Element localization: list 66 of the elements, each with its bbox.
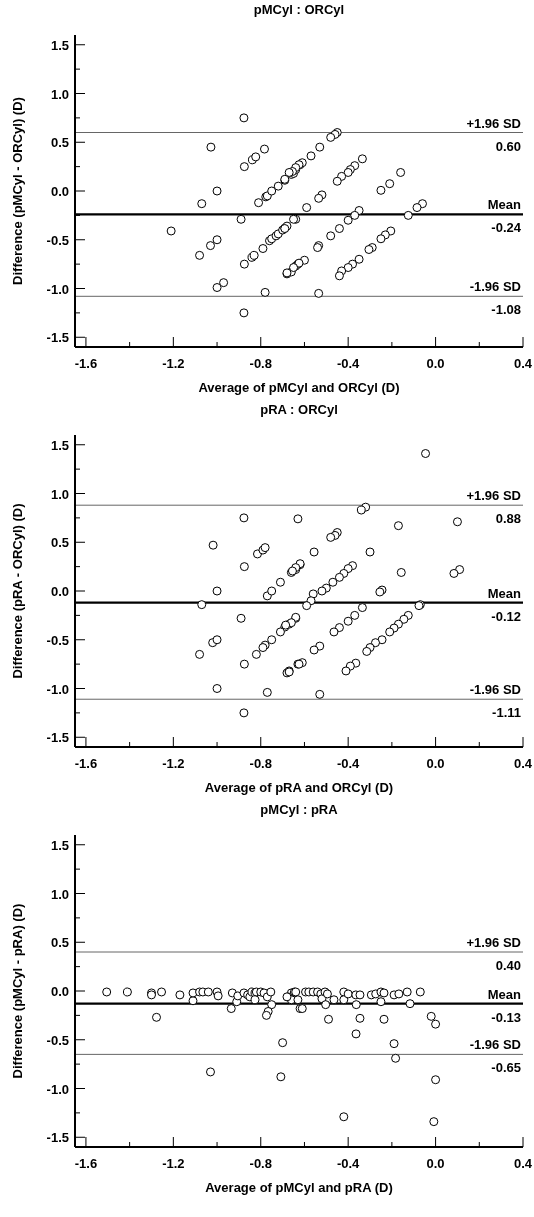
ref-line-label: Mean (487, 986, 522, 1002)
annotation: -0.65 (491, 1060, 521, 1076)
x-tick-label: -1.6 (74, 356, 98, 371)
annotation: 0.60 (495, 138, 521, 154)
annotation: -1.11 (492, 705, 521, 721)
x-tick-label: 0.4 (513, 1156, 533, 1171)
x-axis-title: Average of pMCyl and ORCyl (D) (198, 380, 400, 395)
ref-line-label: +1.96 SD (466, 935, 521, 950)
y-tick-label: -1.0 (46, 281, 69, 297)
y-tick-label: 0.0 (50, 584, 69, 599)
y-tick-label: -1.5 (46, 730, 69, 746)
y-tick-label: -0.5 (46, 632, 69, 648)
y-tick-label: 0.5 (50, 535, 69, 551)
ref-line-label: -1.96 SD (469, 682, 521, 698)
y-tick-label: 0.0 (50, 984, 69, 999)
x-tick-label: -0.8 (249, 1156, 272, 1171)
x-tick-label: 0.4 (513, 356, 533, 371)
y-tick-label: 1.5 (50, 37, 69, 53)
x-tick-label: 0.4 (513, 756, 533, 771)
y-axis-title: Difference (pRA - ORCyl) (D) (10, 503, 25, 679)
ref-line-label: Mean (487, 197, 522, 213)
x-tick-label: -1.2 (162, 356, 185, 371)
ref-line-label: -1.96 SD (469, 1037, 521, 1053)
y-tick-label: -0.5 (46, 232, 69, 248)
x-tick-label: 0.0 (426, 356, 445, 371)
y-tick-label: 0.0 (50, 184, 69, 199)
x-tick-label: -0.8 (249, 356, 272, 371)
annotation: 0.40 (495, 958, 521, 973)
y-axis-title: Difference (pMCyl - pRA) (D) (10, 903, 25, 1079)
y-tick-label: -1.5 (46, 1130, 69, 1146)
x-tick-label: -1.6 (74, 1156, 98, 1171)
y-tick-label: 0.5 (50, 935, 69, 951)
y-tick-label: 1.0 (50, 86, 69, 102)
y-tick-label: 1.5 (50, 837, 69, 853)
chart-title: pMCyl : pRA (260, 802, 339, 817)
x-axis-title: Average of pRA and ORCyl (D) (204, 780, 394, 795)
annotation: -0.13 (491, 1009, 521, 1025)
ref-line-label: +1.96 SD (466, 115, 521, 131)
chart-title: pMCyl : ORCyl (253, 2, 345, 17)
x-axis-title: Average of pMCyl and pRA (D) (205, 1180, 393, 1195)
ref-line-label: Mean (487, 585, 522, 601)
annotation: -0.12 (491, 608, 521, 624)
y-axis-title: Difference (pMCyl - ORCyl) (D) (10, 97, 25, 285)
y-tick-label: 1.0 (50, 486, 69, 502)
annotation: 0.88 (495, 511, 521, 527)
annotation: -1.08 (491, 302, 521, 318)
x-tick-label: -0.4 (336, 356, 361, 371)
annotation: -0.24 (491, 220, 522, 236)
chart-title: pRA : ORCyl (260, 402, 338, 417)
x-tick-label: -1.6 (74, 756, 98, 771)
y-tick-label: -1.5 (46, 330, 69, 346)
x-tick-label: -1.2 (162, 756, 185, 771)
y-tick-label: -1.0 (46, 1081, 69, 1097)
x-tick-label: 0.0 (426, 756, 445, 771)
y-tick-label: -1.0 (46, 681, 69, 697)
y-tick-label: 1.0 (50, 886, 69, 902)
x-tick-label: -0.4 (336, 1156, 361, 1171)
x-tick-label: -0.8 (249, 756, 272, 771)
y-tick-label: -0.5 (46, 1032, 69, 1048)
x-tick-label: -1.2 (162, 1156, 185, 1171)
y-tick-label: 1.5 (50, 437, 69, 453)
ref-line-label: -1.96 SD (469, 279, 521, 295)
ref-line-label: +1.96 SD (466, 488, 521, 504)
y-tick-label: 0.5 (50, 135, 69, 151)
x-tick-label: 0.0 (426, 1156, 445, 1171)
x-tick-label: -0.4 (336, 756, 361, 771)
